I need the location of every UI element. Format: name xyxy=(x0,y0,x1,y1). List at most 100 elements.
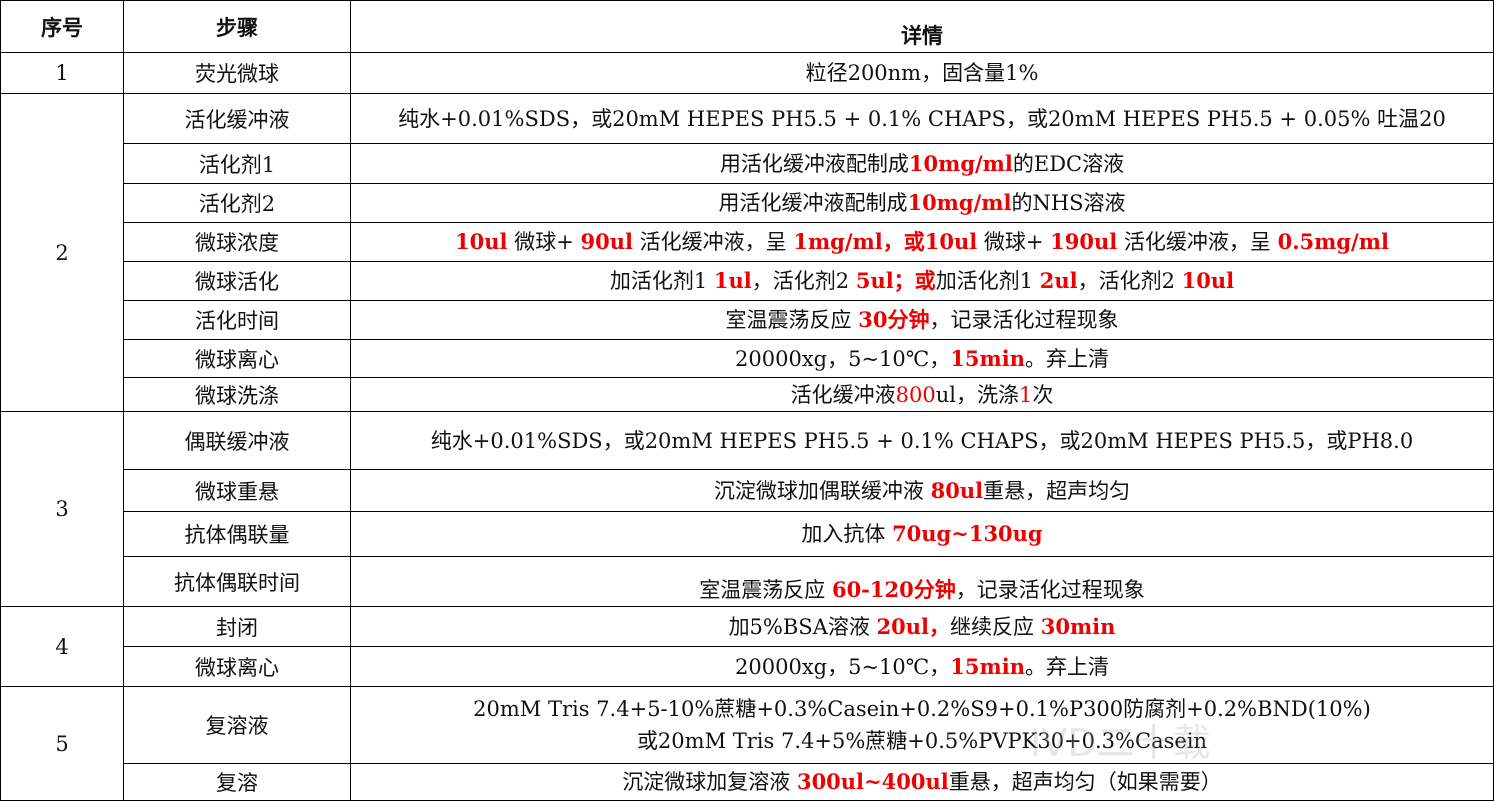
header-cell: 详情 xyxy=(350,0,1494,53)
step-cell: 活化时间 xyxy=(123,300,351,340)
detail-cell: 加入抗体 70ug~130ug xyxy=(350,511,1494,557)
text-run: 30min xyxy=(1040,613,1116,639)
detail-line: 20mM Tris 7.4+5-10%蔗糖+0.3%Casein+0.2%S9+… xyxy=(352,693,1493,725)
table-row: 微球离心 20000xg，5~10℃，15min。弃上清 xyxy=(1,646,1494,687)
step-cell: 活化剂1 xyxy=(123,143,351,184)
text-run: 15min xyxy=(950,653,1025,679)
text-run: 80ul xyxy=(930,477,984,503)
header-cell: 序号 xyxy=(0,0,124,53)
text-run: 2ul xyxy=(1039,268,1078,293)
text-run: 70ug~130ug xyxy=(892,521,1043,546)
table-row: 5 复溶液 20mM Tris 7.4+5-10%蔗糖+0.3%Casein+0.2… xyxy=(0,686,1494,801)
text-run: 的EDC溶液 xyxy=(1012,151,1125,176)
detail-line: 沉淀微球加偶联缓冲液 80ul重悬，超声均匀 xyxy=(352,475,1493,507)
text-run: 活化缓冲液，呈 xyxy=(632,230,794,254)
text-run: 活化缓冲液，呈 xyxy=(1117,230,1278,254)
text-run: 微球+ xyxy=(507,230,581,254)
detail-line: 20000xg，5~10℃，15min。弃上清 xyxy=(352,651,1493,683)
text-run: 10ul xyxy=(455,229,508,254)
text-run: 15min xyxy=(950,345,1025,371)
text-run: 重悬，超声均匀 xyxy=(983,478,1131,503)
text-run: 20ul， xyxy=(876,613,951,639)
text-run: 沉淀微球加复溶液 xyxy=(622,770,797,794)
text-run: 次 xyxy=(1032,382,1054,407)
text-run: 10ul xyxy=(1181,268,1235,293)
text-run: 300ul~400ul xyxy=(796,769,949,794)
text-run: 活化缓冲液 xyxy=(790,382,896,407)
detail-cell: 粒径200nm，固含量1% xyxy=(350,52,1494,94)
step-cell: 活化缓冲液 xyxy=(123,93,351,144)
text-run: 继续反应 xyxy=(950,614,1041,639)
text-run: 加5%BSA溶液 xyxy=(728,614,877,639)
text-run: 1mg/ml，或10ul xyxy=(793,229,978,254)
detail-cell: 活化缓冲液800ul，洗涤1次 xyxy=(350,377,1494,412)
group-number: 1 xyxy=(0,52,124,94)
table-row: 活化时间 室温震荡反应 30分钟，记录活化过程现象 xyxy=(1,300,1494,340)
text-run: 10mg/ml xyxy=(907,190,1012,215)
detail-cell: 室温震荡反应 60-120分钟，记录活化过程现象 xyxy=(350,556,1494,607)
group-number: 2 xyxy=(0,93,124,412)
header-row: 序号 步骤 详情 xyxy=(0,0,1494,53)
detail-line: 用活化缓冲液配制成10mg/ml的EDC溶液 xyxy=(352,148,1493,180)
step-cell: 偶联缓冲液 xyxy=(123,411,351,470)
text-run: 60-120分钟 xyxy=(831,577,956,602)
text-run: 5ul；或 xyxy=(855,268,936,293)
table-row: 1 荧光微球 粒径200nm，固含量1% xyxy=(0,52,1494,94)
text-run: ，记录活化过程现象 xyxy=(955,578,1145,602)
text-run: 90ul xyxy=(580,229,633,254)
group-number: 3 xyxy=(0,411,124,607)
detail-line: 加5%BSA溶液 20ul，继续反应 30min xyxy=(352,611,1493,643)
step-cell: 荧光微球 xyxy=(123,52,351,94)
detail-line: 加入抗体 70ug~130ug xyxy=(352,518,1493,550)
text-run: 室温震荡反应 xyxy=(725,308,859,332)
header-cell: 步骤 xyxy=(123,0,351,53)
text-run: 纯水+0.01%SDS，或20mM HEPES PH5.5 + 0.1% CHA… xyxy=(430,428,1414,453)
group-number: 5 xyxy=(0,686,124,801)
detail-cell: 加活化剂1 1ul，活化剂2 5ul；或加活化剂1 2ul，活化剂2 10ul xyxy=(350,261,1494,301)
text-run: ul，洗涤 xyxy=(935,382,1019,407)
detail-line: 或20mM Tris 7.4+5%蔗糖+0.5%PVPK30+0.3%Casei… xyxy=(352,725,1493,757)
text-run: ，活化剂2 xyxy=(1077,269,1182,293)
table-row: 复溶 沉淀微球加复溶液 300ul~400ul重悬，超声均匀（如果需要） xyxy=(1,763,1494,801)
text-run: 微球+ xyxy=(977,230,1051,254)
text-run: 。弃上清 xyxy=(1024,346,1109,371)
text-run: 10mg/ml xyxy=(908,150,1013,176)
detail-line: 加活化剂1 1ul，活化剂2 5ul；或加活化剂1 2ul，活化剂2 10ul xyxy=(352,265,1493,297)
text-run: 800 xyxy=(895,382,936,407)
text-run: 30分钟 xyxy=(858,307,930,332)
text-run: 20mM Tris 7.4+5-10%蔗糖+0.3%Casein+0.2%S9+… xyxy=(473,697,1371,721)
text-run: 20000xg，5~10℃， xyxy=(735,346,951,371)
text-run: 1ul xyxy=(713,268,752,293)
step-cell: 抗体偶联时间 xyxy=(123,556,351,607)
text-run: 重悬，超声均匀（如果需要） xyxy=(948,770,1222,794)
table-row: 3 偶联缓冲液 纯水+0.01%SDS，或20mM HEPES PH5.5 + 0.… xyxy=(0,411,1494,607)
detail-cell: 沉淀微球加偶联缓冲液 80ul重悬，超声均匀 xyxy=(350,469,1494,512)
text-run: 190ul xyxy=(1050,229,1118,254)
detail-cell: 沉淀微球加复溶液 300ul~400ul重悬，超声均匀（如果需要） xyxy=(350,763,1494,801)
detail-cell: 用活化缓冲液配制成10mg/ml的EDC溶液 xyxy=(350,143,1494,184)
text-run: 用活化缓冲液配制成 xyxy=(718,191,908,215)
step-cell: 活化剂2 xyxy=(123,183,351,223)
detail-line: 纯水+0.01%SDS，或20mM HEPES PH5.5 + 0.1% CHA… xyxy=(352,425,1493,457)
text-run: 室温震荡反应 xyxy=(699,578,832,602)
detail-cell: 用活化缓冲液配制成10mg/ml的NHS溶液 xyxy=(350,183,1494,223)
text-run: 1 xyxy=(1018,382,1033,407)
text-run: 0.5mg/ml xyxy=(1277,229,1389,254)
step-cell: 微球重悬 xyxy=(123,469,351,512)
table-row: 活化剂1 用活化缓冲液配制成10mg/ml的EDC溶液 xyxy=(1,143,1494,184)
text-run: 加活化剂1 xyxy=(935,269,1040,293)
detail-cell: 纯水+0.01%SDS，或20mM HEPES PH5.5 + 0.1% CHA… xyxy=(350,411,1494,470)
text-run: ，记录活化过程现象 xyxy=(929,308,1119,332)
table-body: 1 荧光微球 粒径200nm，固含量1% 2 活化缓冲液 纯水+0.01%SDS，或20m… xyxy=(0,52,1494,801)
detail-cell: 室温震荡反应 30分钟，记录活化过程现象 xyxy=(350,300,1494,340)
step-cell: 封闭 xyxy=(123,606,351,647)
table-row: 微球洗涤 活化缓冲液800ul，洗涤1次 xyxy=(1,377,1494,412)
detail-cell: 20mM Tris 7.4+5-10%蔗糖+0.3%Casein+0.2%S9+… xyxy=(350,686,1494,764)
table-row: 抗体偶联量 加入抗体 70ug~130ug xyxy=(1,511,1494,557)
text-run: 或20mM Tris 7.4+5%蔗糖+0.5%PVPK30+0.3%Casei… xyxy=(636,729,1208,753)
text-run: ，活化剂2 xyxy=(751,269,856,293)
detail-line: 室温震荡反应 30分钟，记录活化过程现象 xyxy=(352,304,1493,336)
detail-cell: 纯水+0.01%SDS，或20mM HEPES PH5.5 + 0.1% CHA… xyxy=(350,93,1494,144)
group-number: 4 xyxy=(0,606,124,687)
